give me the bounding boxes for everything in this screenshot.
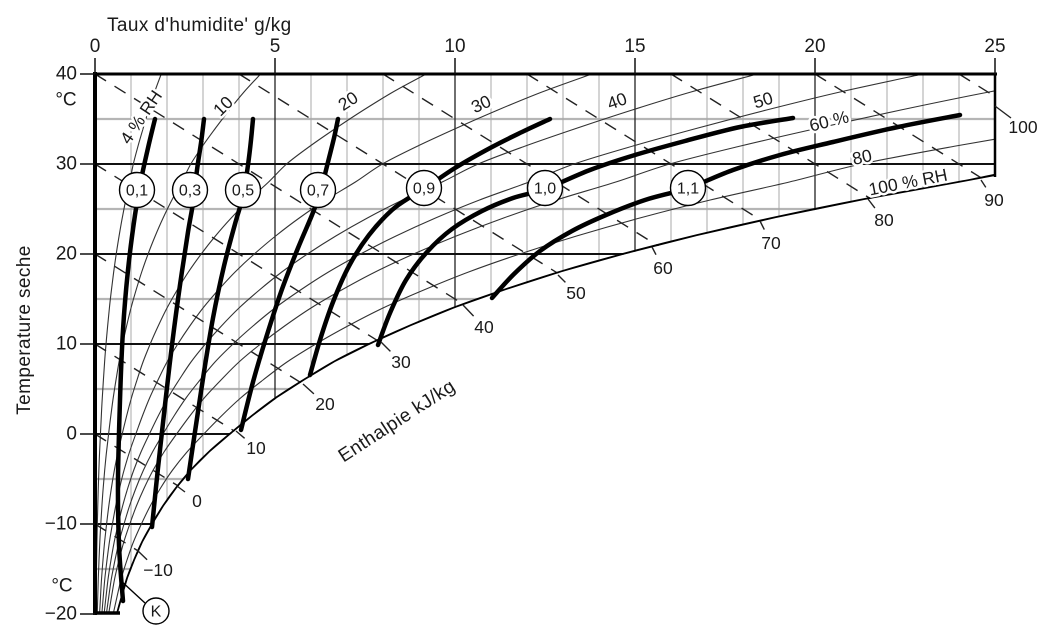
- enthalpy-labels: −10 0 10 20 30 40 50 60 70 80 90 100: [136, 105, 1040, 583]
- enthalpy-label-40: 40: [474, 317, 494, 337]
- enthalpy-axis-title: Enthalpie kJ/kg: [335, 376, 460, 467]
- enthalpy-line-60: [382, 74, 995, 613]
- enthalpy-line-100: [958, 74, 995, 613]
- enthalpy-label-20: 20: [315, 394, 335, 414]
- enthalpy-line--10: [95, 523, 976, 613]
- k-marker-leader: [119, 579, 146, 604]
- k-curve-0,1: [115, 116, 158, 604]
- enthalpy-label-0: 0: [192, 491, 202, 511]
- enthalpy-label-30: 30: [391, 352, 411, 372]
- enthalpy-label-70: 70: [761, 233, 781, 253]
- y-tick-label: −20: [45, 604, 77, 625]
- k-marker-label: K: [151, 604, 162, 621]
- k-curve-badge-label: 1,1: [677, 181, 699, 198]
- k-curve-badge: [405, 169, 443, 207]
- enthalpy-line-30: [95, 163, 976, 613]
- enthalpy-leader-50: [557, 274, 566, 283]
- enthalpy-leader-40: [462, 304, 475, 317]
- k-curve-badge-label: 0,7: [307, 183, 329, 200]
- enthalpy-leader--10: [136, 549, 148, 561]
- enthalpy-leader-0: [176, 485, 186, 493]
- enthalpy-leader-70: [759, 220, 765, 230]
- x-tick-label: 25: [984, 36, 1005, 57]
- k-curve-badge-label: 1,0: [534, 181, 556, 198]
- enthalpy-leader-60: [651, 246, 657, 256]
- k-curve-badge: [224, 171, 262, 209]
- k-curve-0,9: [307, 116, 553, 378]
- k-curve-0,7: [238, 116, 341, 433]
- enthalpy-line-90: [814, 74, 995, 613]
- rh-label-10: 10: [209, 92, 237, 120]
- x-axis-title: Taux d'humidite' g/kg: [107, 15, 292, 36]
- k-curve-badge: [669, 169, 707, 207]
- k-curve-badge: [171, 171, 209, 209]
- y-tick-label: 40: [56, 64, 77, 85]
- k-curve-badge-label: 0,1: [126, 183, 148, 200]
- k-curve-0,3: [149, 116, 207, 530]
- y-axis-unit: °C: [51, 576, 72, 597]
- enthalpy-leader-20: [302, 383, 315, 395]
- y-tick-label: 30: [56, 154, 77, 175]
- y-tick-label: 0: [66, 424, 77, 445]
- k-curve-badge: [526, 169, 564, 207]
- plot-area: [95, 74, 995, 613]
- enthalpy-label-10: 10: [246, 438, 266, 458]
- enthalpy-label-100: 100: [1008, 117, 1037, 137]
- x-tick-label: 10: [444, 36, 465, 57]
- rh-curve-80: [112, 74, 995, 613]
- enthalpy-leader-100: [994, 105, 1012, 119]
- saturation-curve: [116, 74, 995, 613]
- k-curves: 0,1 0,3 0,5 0,7 0,9 1,0 1,1 K: [115, 112, 963, 625]
- x-tick-label: 20: [804, 36, 825, 57]
- enthalpy-line-80: [670, 74, 995, 613]
- rh-label-60: 60 %: [807, 106, 851, 135]
- k-curve-badge-label: 0,3: [179, 183, 201, 200]
- rh-curve-4: [95, 74, 162, 613]
- x-tick-label: 0: [90, 36, 101, 57]
- rh-label-80: 80: [850, 145, 874, 169]
- y-axis-title: Temperature seche: [14, 245, 35, 414]
- enthalpy-line-70: [526, 74, 995, 613]
- k-curve-1,0: [375, 115, 796, 348]
- rh-curve-20: [99, 74, 427, 613]
- rh-curve-60: [108, 74, 995, 613]
- enthalpy-leader-10: [235, 430, 246, 439]
- k-curve-0,5: [185, 116, 256, 482]
- enthalpy-label--10: −10: [143, 560, 173, 580]
- y-tick-label: 20: [56, 244, 77, 265]
- axes: 0 5 10 15 20 25 40 30 20 10 0 −10 −20 °C °C: [45, 36, 1006, 625]
- x-tick-label: 15: [624, 36, 645, 57]
- enthalpy-label-50: 50: [566, 283, 586, 303]
- enthalpy-label-60: 60: [653, 258, 673, 278]
- rh-label-100: 100 % RH: [867, 165, 949, 200]
- k-curve-badge-label: 0,5: [232, 183, 254, 200]
- k-marker-badge: [142, 597, 170, 625]
- y-tick-label: −10: [45, 514, 77, 535]
- k-curve-badge: [299, 171, 337, 209]
- enthalpy-label-90: 90: [984, 190, 1004, 210]
- enthalpy-leader-80: [867, 198, 876, 209]
- rh-curve-50: [105, 74, 924, 613]
- y-axis-unit: °C: [55, 90, 76, 111]
- enthalpy-line-0: [95, 433, 976, 613]
- rh-label-4: 4 % RH: [116, 86, 166, 147]
- k-curve-badge: [118, 171, 156, 209]
- enthalpy-leader-90: [980, 179, 987, 188]
- enthalpy-line-20: [95, 253, 976, 613]
- y-tick-label: 10: [56, 334, 77, 355]
- enthalpy-leader-30: [380, 341, 391, 352]
- enthalpy-line-50: [238, 74, 995, 613]
- x-tick-label: 5: [270, 36, 281, 57]
- rh-label-40: 40: [604, 88, 629, 114]
- rh-label-20: 20: [334, 87, 361, 115]
- chart-generated-layers: 0,1 0,3 0,5 0,7 0,9 1,0 1,1K−10010203040506070…: [45, 36, 1040, 625]
- enthalpy-line-40: [95, 74, 976, 613]
- k-curve-1,1: [489, 112, 963, 301]
- enthalpy-label-80: 80: [874, 210, 894, 230]
- k-curve-badge-label: 0,9: [413, 181, 435, 198]
